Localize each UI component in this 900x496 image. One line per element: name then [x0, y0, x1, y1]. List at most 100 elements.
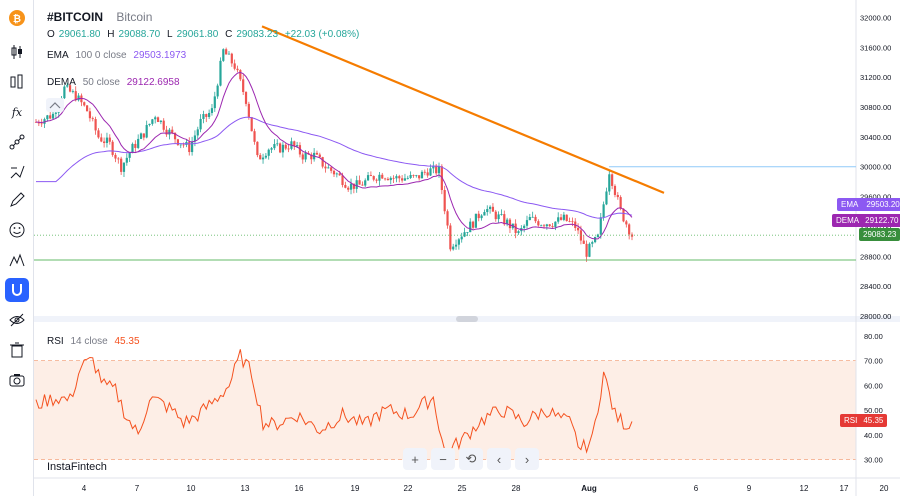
eye-off-tool-button[interactable] — [5, 308, 29, 332]
candle-body — [301, 154, 304, 160]
open-label: O — [47, 29, 55, 40]
candle-body — [375, 179, 378, 181]
drawing-toolbar: ₿ fx — [0, 0, 34, 496]
smiley-tool-button[interactable] — [5, 218, 29, 242]
brush-icon — [10, 165, 25, 179]
candle-body — [341, 175, 344, 186]
candle-body — [227, 53, 231, 55]
candle-body — [582, 240, 585, 244]
zoom-out-button[interactable]: − — [431, 448, 455, 470]
price-tick-label: 28000.00 — [860, 312, 891, 321]
candle-body — [287, 148, 290, 150]
candle-body — [540, 225, 543, 227]
candle-body — [91, 118, 94, 120]
candle-body — [562, 214, 565, 220]
fx-tool-button[interactable]: fx — [5, 100, 29, 124]
candle-body — [449, 225, 452, 250]
camera-tool-button[interactable] — [5, 368, 29, 392]
trash-tool-button[interactable] — [5, 338, 29, 362]
candle-body — [403, 178, 407, 181]
magnet-tool-button[interactable] — [5, 278, 29, 302]
reset-button[interactable]: ⟲ — [459, 448, 483, 470]
dema-name: DEMA — [47, 77, 76, 88]
candle-body — [599, 217, 602, 235]
candle-body — [173, 132, 177, 140]
candle-body — [497, 214, 500, 220]
candle-body — [105, 137, 109, 144]
time-tick-label: 10 — [187, 484, 196, 493]
candle-body — [426, 172, 429, 176]
smiley-icon — [9, 222, 25, 238]
dema-line — [35, 71, 633, 240]
candle-body — [628, 224, 631, 235]
candle-body — [159, 120, 162, 123]
candle-body — [80, 95, 83, 103]
candle-body — [551, 226, 554, 227]
current-price-tag: 29083.23 — [859, 228, 900, 241]
candle-body — [156, 117, 160, 123]
price-tick-label: 29600.00 — [860, 193, 891, 202]
pen-tool-button[interactable] — [5, 188, 29, 212]
candle-body — [406, 177, 409, 179]
bitcoin-tool-button[interactable]: ₿ — [5, 6, 29, 30]
candle-body — [619, 197, 622, 209]
candle-body — [471, 221, 475, 228]
candle-body — [236, 68, 239, 71]
time-tick-label: 13 — [241, 484, 250, 493]
candle-body — [622, 208, 625, 222]
brush-tool-button[interactable] — [5, 160, 29, 184]
candle-body — [145, 125, 148, 138]
candle-body — [611, 174, 614, 186]
bar-chart-tool-button[interactable] — [5, 70, 29, 94]
candle-body — [352, 183, 355, 189]
candle-body — [437, 166, 441, 174]
rsi-tick-label: 70.00 — [864, 357, 883, 366]
ema-legend[interactable]: EMA 100 0 close 29503.1973 — [47, 50, 190, 61]
candle-body — [77, 95, 80, 101]
dema-price-tag: DEMA 29122.70 — [832, 214, 900, 227]
candle-body — [88, 111, 92, 119]
candle-body — [165, 129, 168, 135]
nodes-tool-button[interactable] — [5, 130, 29, 154]
candle-body — [338, 173, 341, 176]
candle-body — [66, 85, 69, 87]
candle-body — [71, 91, 74, 92]
dema-legend[interactable]: DEMA 50 close 29122.6958 — [47, 77, 184, 88]
candle-body — [460, 236, 463, 240]
candle-body — [247, 103, 250, 118]
candle-body — [114, 154, 117, 159]
rsi-legend[interactable]: RSI 14 close 45.35 — [47, 336, 144, 347]
candle-body — [568, 221, 571, 222]
eye-off-icon — [9, 313, 25, 327]
candle-body — [284, 144, 287, 149]
candle-body — [488, 206, 492, 209]
ema-params: 100 0 close — [75, 50, 127, 61]
symbol-name: Bitcoin — [116, 10, 153, 24]
candle-body — [571, 221, 574, 223]
candle-body — [608, 174, 611, 192]
candle-body — [125, 157, 128, 163]
candle-body — [310, 154, 313, 160]
dema-params: 50 close — [82, 77, 120, 88]
ema-value: 29503.1973 — [133, 50, 187, 61]
candle-body — [415, 175, 418, 177]
candle-body — [327, 167, 330, 169]
ema-price-tag: EMA 29503.20 — [837, 198, 900, 211]
zoom-in-button[interactable]: + — [403, 448, 427, 470]
candle-body — [273, 144, 276, 149]
ruler-tool-button[interactable] — [5, 248, 29, 272]
candle-body — [242, 79, 245, 93]
candle-body — [554, 221, 557, 227]
scroll-right-button[interactable]: › — [515, 448, 539, 470]
rsi-tag-value: 45.35 — [863, 416, 884, 425]
candle-body — [171, 129, 174, 133]
chart-area[interactable]: 28000.0028400.0028800.0029200.0029600.00… — [34, 0, 900, 496]
candles-tool-button[interactable] — [5, 40, 29, 64]
candle-body — [225, 49, 228, 55]
pane-resize-handle — [456, 316, 478, 322]
candle-body — [264, 155, 267, 158]
magnet-icon — [12, 284, 22, 296]
scroll-left-button[interactable]: ‹ — [487, 448, 511, 470]
time-tick-label: 4 — [82, 484, 87, 493]
rsi-tick-label: 80.00 — [864, 332, 883, 341]
